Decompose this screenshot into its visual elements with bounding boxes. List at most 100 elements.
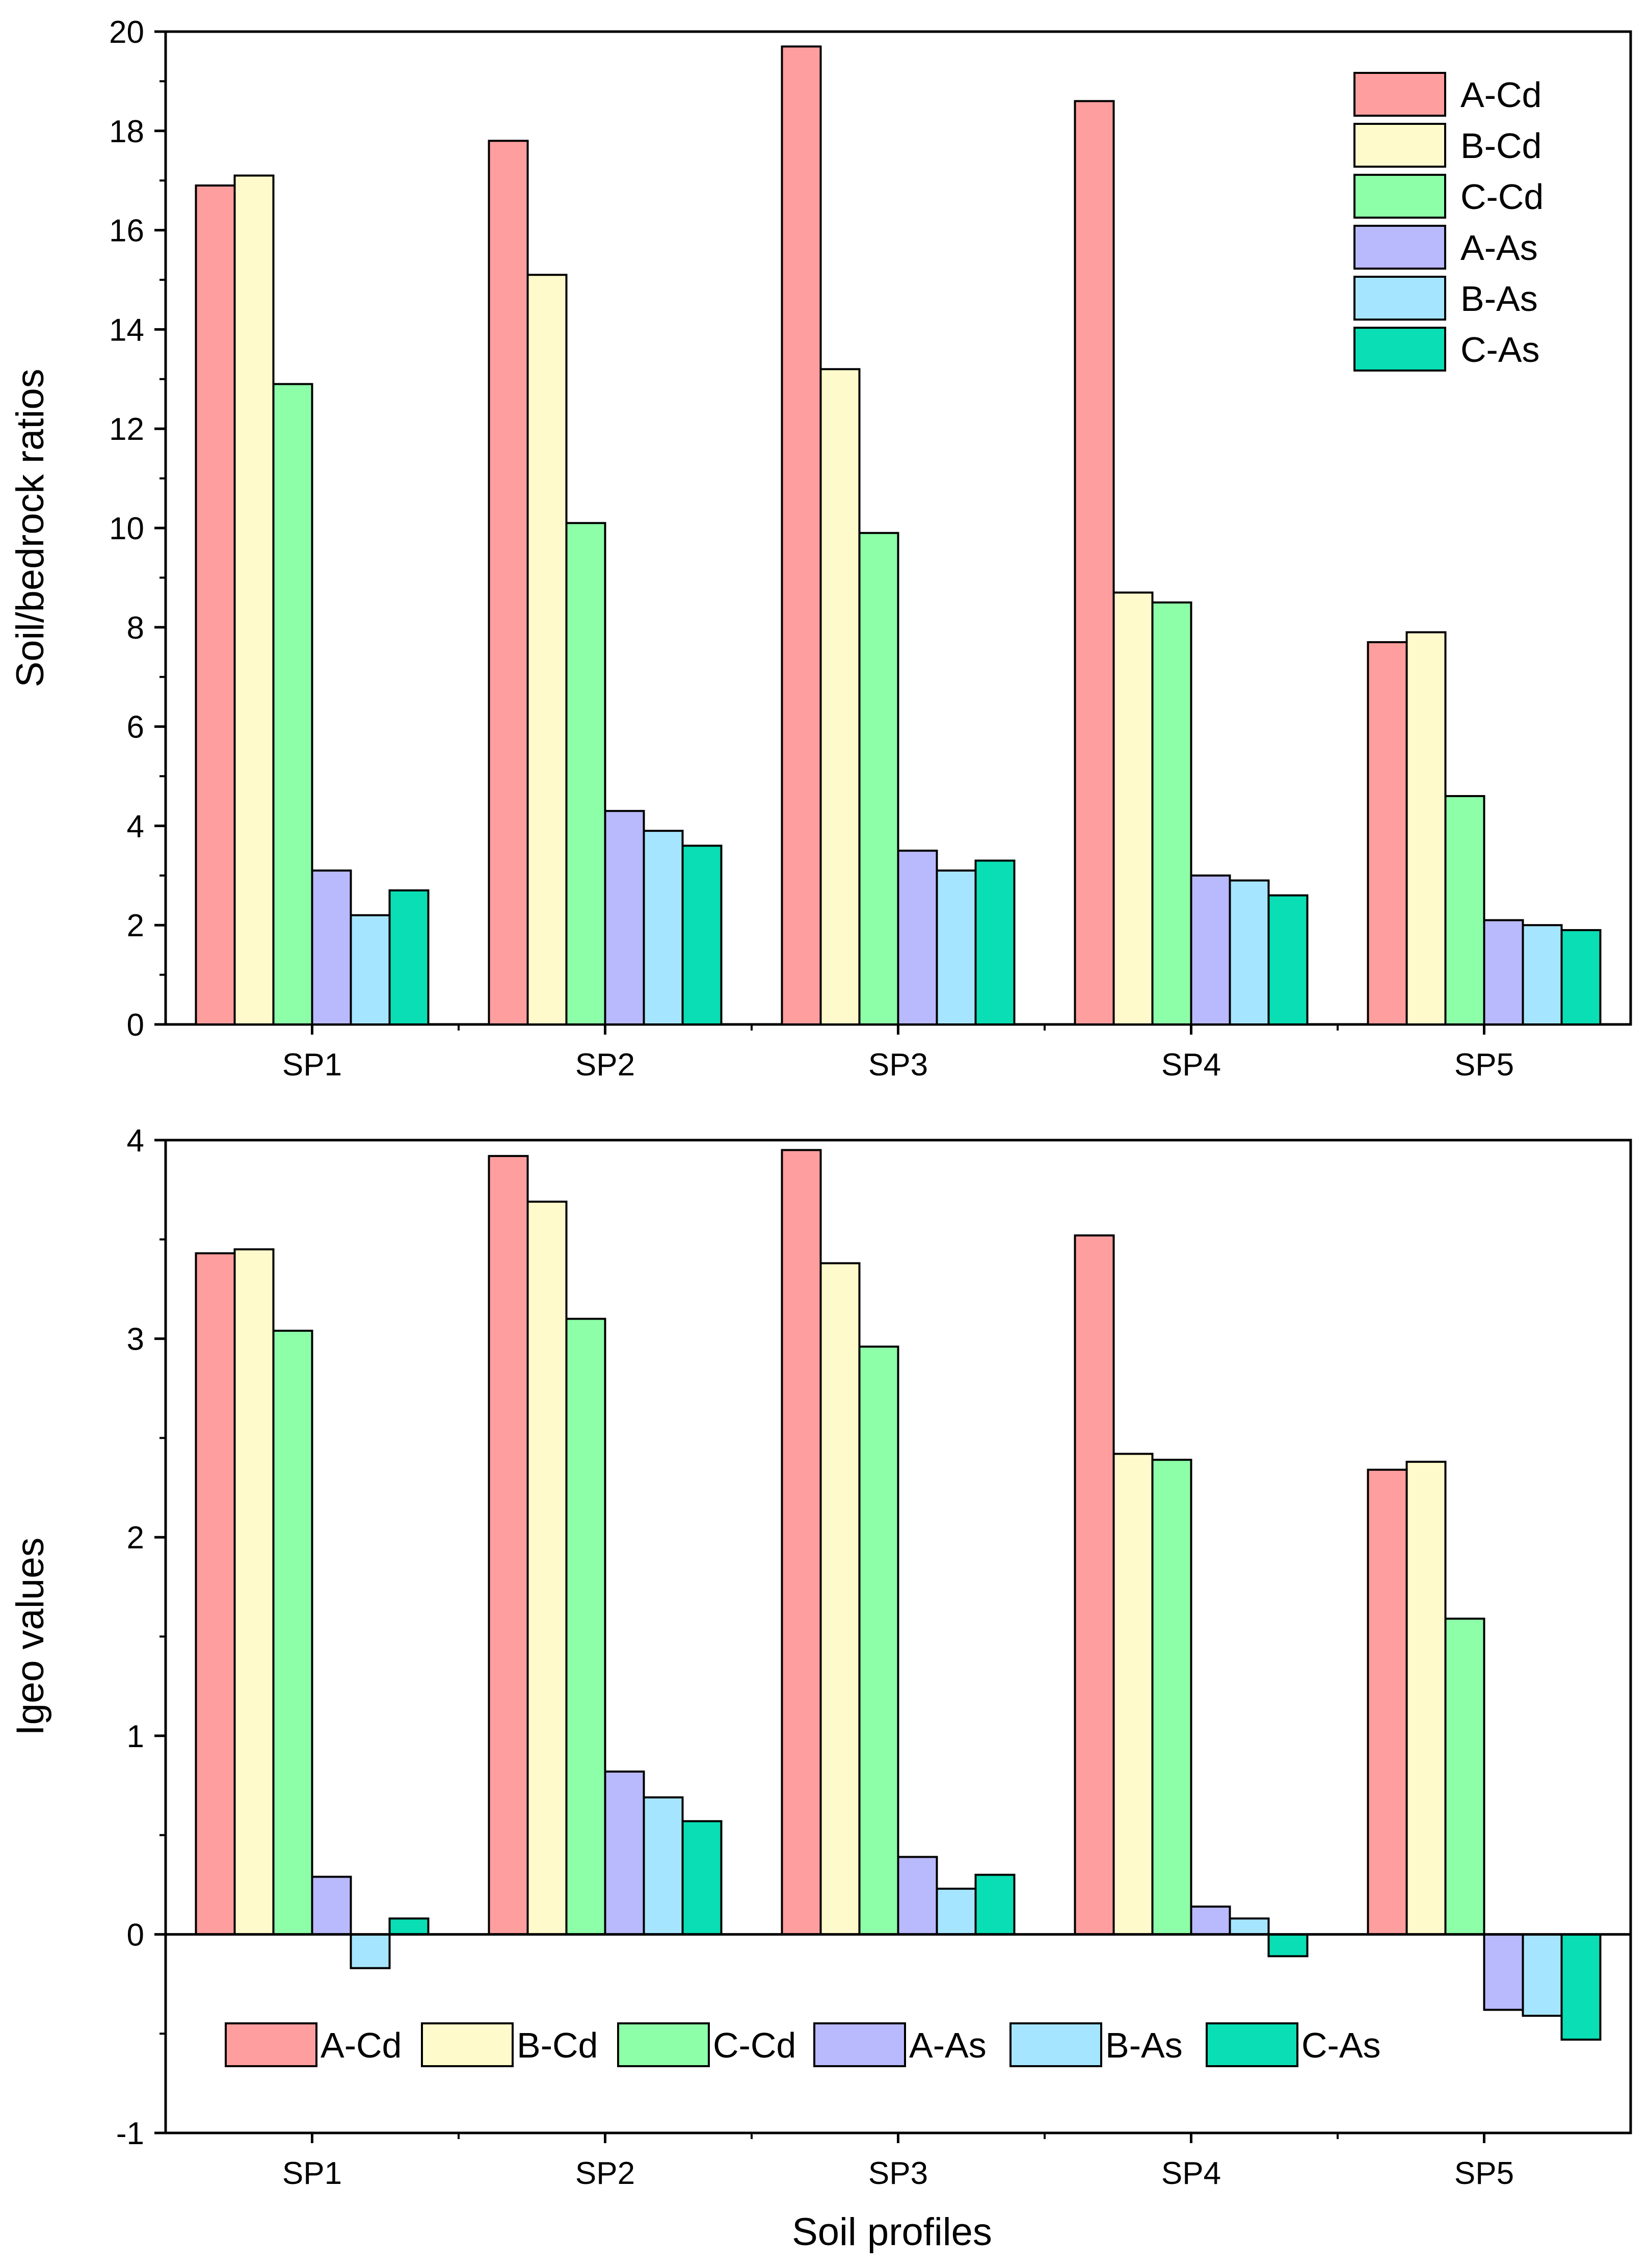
legend-label-a-as: A-As: [1460, 228, 1538, 268]
bar-sp3-a-cd: [781, 1149, 822, 1936]
bar-sp5-a-as: [1483, 919, 1524, 1025]
legend-label-b-as: B-As: [1460, 279, 1538, 319]
y-tick-label: 12: [109, 412, 144, 447]
bar-sp2-a-cd: [488, 1155, 529, 1936]
y-tick-label: 16: [109, 214, 144, 249]
bar-sp5-a-as: [1483, 1933, 1524, 2011]
bar-sp3-a-as: [897, 1856, 938, 1936]
bar-sp5-a-cd: [1367, 1468, 1408, 1936]
bar-sp5-b-as: [1522, 1933, 1563, 2017]
bar-sp5-c-cd: [1444, 1617, 1485, 1936]
y-tick-label: 1: [127, 1719, 144, 1754]
bar-sp1-b-as: [350, 1933, 391, 1969]
legend: A-Cd B-Cd C-Cd A-As B-As C-As: [1353, 72, 1544, 372]
bar-sp2-a-as: [604, 1770, 645, 1936]
bar-sp2-b-as: [643, 1796, 684, 1936]
bar-sp2-b-as: [643, 830, 684, 1025]
legend-swatch-a-as: [813, 2022, 906, 2067]
bar-sp4-a-as: [1190, 874, 1231, 1026]
bar-sp2-b-cd: [526, 274, 568, 1025]
bar-sp2-a-cd: [488, 140, 529, 1025]
legend-swatch-b-cd: [421, 2022, 514, 2067]
bar-sp1-b-cd: [233, 174, 275, 1026]
x-tick-label-sp3: SP3: [868, 1047, 928, 1083]
y-tick-label: 0: [127, 1917, 144, 1953]
bar-sp1-c-cd: [272, 1330, 313, 1936]
y-tick-label: 20: [109, 15, 144, 50]
y-tick-label: 2: [127, 1520, 144, 1555]
legend-swatch-b-as: [1353, 276, 1446, 321]
bar-sp2-c-as: [681, 845, 723, 1025]
y-tick-label: 3: [127, 1322, 144, 1357]
bar-sp4-b-as: [1229, 879, 1270, 1026]
x-tick-label-sp4: SP4: [1161, 1047, 1221, 1083]
x-tick-label-sp2: SP2: [575, 2156, 635, 2191]
bar-sp5-b-cd: [1405, 631, 1447, 1026]
legend-swatch-b-cd: [1353, 123, 1446, 168]
y-tick-label: 0: [127, 1008, 144, 1043]
bar-sp5-b-as: [1522, 924, 1563, 1025]
bar-sp3-c-cd: [858, 1346, 899, 1936]
legend-label-c-as: C-As: [1460, 330, 1540, 370]
x-tick-label-sp1: SP1: [282, 1047, 342, 1083]
bar-sp1-a-as: [311, 1876, 352, 1936]
legend: A-Cd B-Cd C-Cd A-As B-As C-As: [225, 2022, 1381, 2067]
y-axis-title: Soil/bedrock ratios: [9, 368, 52, 687]
legend-label-b-cd: B-Cd: [1460, 126, 1541, 166]
y-tick-label: 18: [109, 114, 144, 149]
bar-sp2-b-cd: [526, 1200, 568, 1936]
y-tick-label: 14: [109, 312, 144, 348]
legend-swatch-a-as: [1353, 225, 1446, 270]
bar-sp4-a-cd: [1074, 1234, 1115, 1936]
bar-sp1-a-cd: [195, 1252, 236, 1936]
bar-sp3-b-as: [936, 1887, 977, 1936]
bar-sp4-c-as: [1267, 894, 1309, 1026]
legend-label-c-as: C-As: [1301, 2025, 1381, 2065]
bar-sp5-a-cd: [1367, 641, 1408, 1025]
bar-sp1-a-as: [311, 869, 352, 1026]
bar-sp3-b-cd: [819, 1262, 861, 1936]
bar-sp3-b-cd: [819, 368, 861, 1026]
y-tick-label: -1: [116, 2116, 144, 2151]
bar-sp1-c-as: [388, 1917, 430, 1936]
bar-sp3-c-cd: [858, 532, 899, 1025]
y-tick-label: 6: [127, 710, 144, 745]
x-axis-title: Soil profiles: [792, 2210, 992, 2254]
bar-sp5-c-as: [1560, 1933, 1602, 2041]
bar-sp2-c-cd: [565, 522, 606, 1025]
bar-sp4-a-as: [1190, 1905, 1231, 1936]
y-tick-label: 2: [127, 908, 144, 943]
legend-swatch-a-cd: [225, 2022, 317, 2067]
x-tick-label-sp5: SP5: [1454, 2156, 1514, 2191]
bar-sp2-a-as: [604, 810, 645, 1026]
soil-bedrock-ratio-chart: 0 2 4 6 8 10 12 14 16 18 20 SP1 SP2 SP3 SP4 SP5 Soil/bed…: [9, 15, 1632, 1083]
legend-swatch-c-cd: [1353, 174, 1446, 219]
y-tick-label: 4: [127, 809, 144, 844]
bar-sp1-b-as: [350, 914, 391, 1025]
legend-label-a-cd: A-Cd: [1460, 75, 1541, 115]
bar-sp4-c-cd: [1151, 1459, 1192, 1936]
x-tick-label-sp4: SP4: [1161, 2156, 1221, 2191]
legend-label-a-as: A-As: [909, 2025, 987, 2065]
legend-label-a-cd: A-Cd: [321, 2025, 402, 2065]
legend-swatch-c-cd: [617, 2022, 710, 2067]
bar-sp1-c-cd: [272, 383, 313, 1025]
bar-sp1-a-cd: [195, 184, 236, 1026]
y-tick-label: 4: [127, 1123, 144, 1158]
legend-swatch-c-as: [1353, 327, 1446, 372]
bar-sp4-b-as: [1229, 1917, 1270, 1936]
legend-label-b-cd: B-Cd: [517, 2025, 598, 2065]
bar-sp3-a-as: [897, 850, 938, 1025]
bar-sp3-a-cd: [781, 45, 822, 1026]
bar-sp5-b-cd: [1405, 1461, 1447, 1936]
bar-sp5-c-as: [1560, 929, 1602, 1025]
bar-sp4-b-cd: [1112, 1453, 1154, 1936]
legend-swatch-a-cd: [1353, 72, 1446, 117]
legend-swatch-c-as: [1206, 2022, 1298, 2067]
x-tick-label-sp5: SP5: [1454, 1047, 1514, 1083]
bar-sp5-c-cd: [1444, 795, 1485, 1025]
legend-label-c-cd: C-Cd: [713, 2025, 796, 2065]
y-axis-title: Igeo values: [9, 1538, 52, 1736]
bar-sp4-c-as: [1267, 1933, 1309, 1958]
bar-sp4-b-cd: [1112, 591, 1154, 1025]
